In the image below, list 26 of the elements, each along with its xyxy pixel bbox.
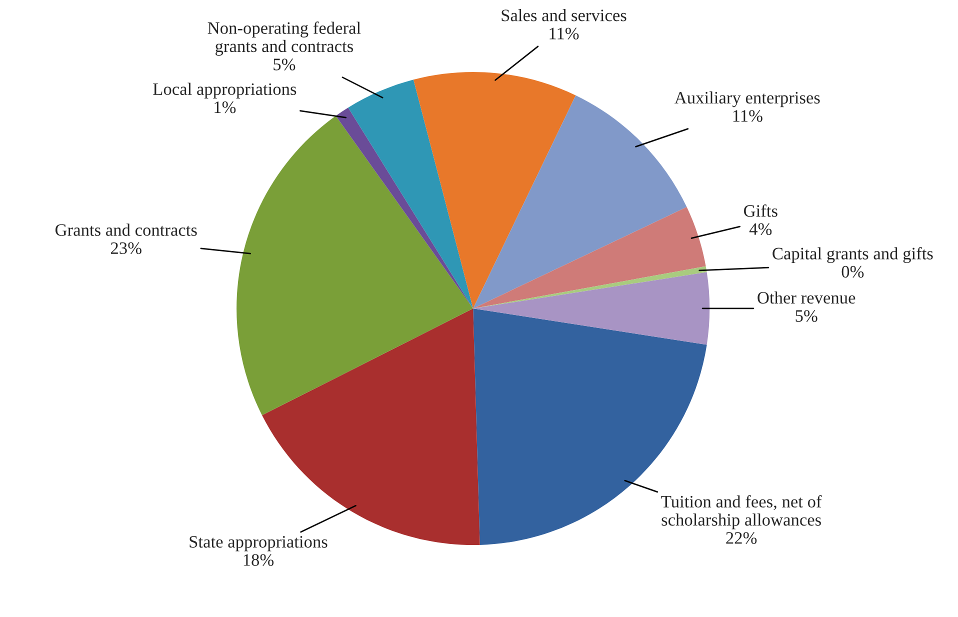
- pie-slice: [473, 207, 706, 308]
- slice-label: Other revenue: [758, 291, 856, 304]
- pie-slice: [413, 72, 576, 308]
- data-label: 5%: [796, 310, 818, 322]
- slice-label: Auxiliary enterprises: [674, 91, 820, 108]
- data-label: 0%: [842, 266, 864, 278]
- slice-label: Sales and services: [502, 9, 626, 22]
- slice-label: Tuition and fees, net of scholarship allowances: [661, 495, 822, 530]
- data-label: 4%: [749, 223, 772, 236]
- pie-slice: [348, 80, 474, 308]
- pie-slice: [336, 108, 474, 308]
- slice-label: Capital grants and gifts: [772, 247, 933, 264]
- slice-label: State appropriations: [190, 536, 328, 552]
- data-label: 11%: [733, 110, 762, 122]
- slice-label: Local appropriations: [153, 82, 296, 99]
- pie-slice: [473, 272, 710, 345]
- slice-label: Non-operating federal grants and contracts: [208, 22, 361, 56]
- data-label: 22%: [726, 532, 757, 544]
- slice-label: Gifts: [744, 204, 778, 217]
- data-label: 1%: [214, 101, 236, 114]
- pie-slice: [236, 116, 474, 416]
- data-label: 5%: [274, 58, 296, 70]
- data-label: 11%: [550, 28, 579, 40]
- slice-label: Grants and contracts: [55, 224, 197, 236]
- data-label: 18%: [244, 554, 274, 566]
- data-label: 23%: [110, 242, 142, 254]
